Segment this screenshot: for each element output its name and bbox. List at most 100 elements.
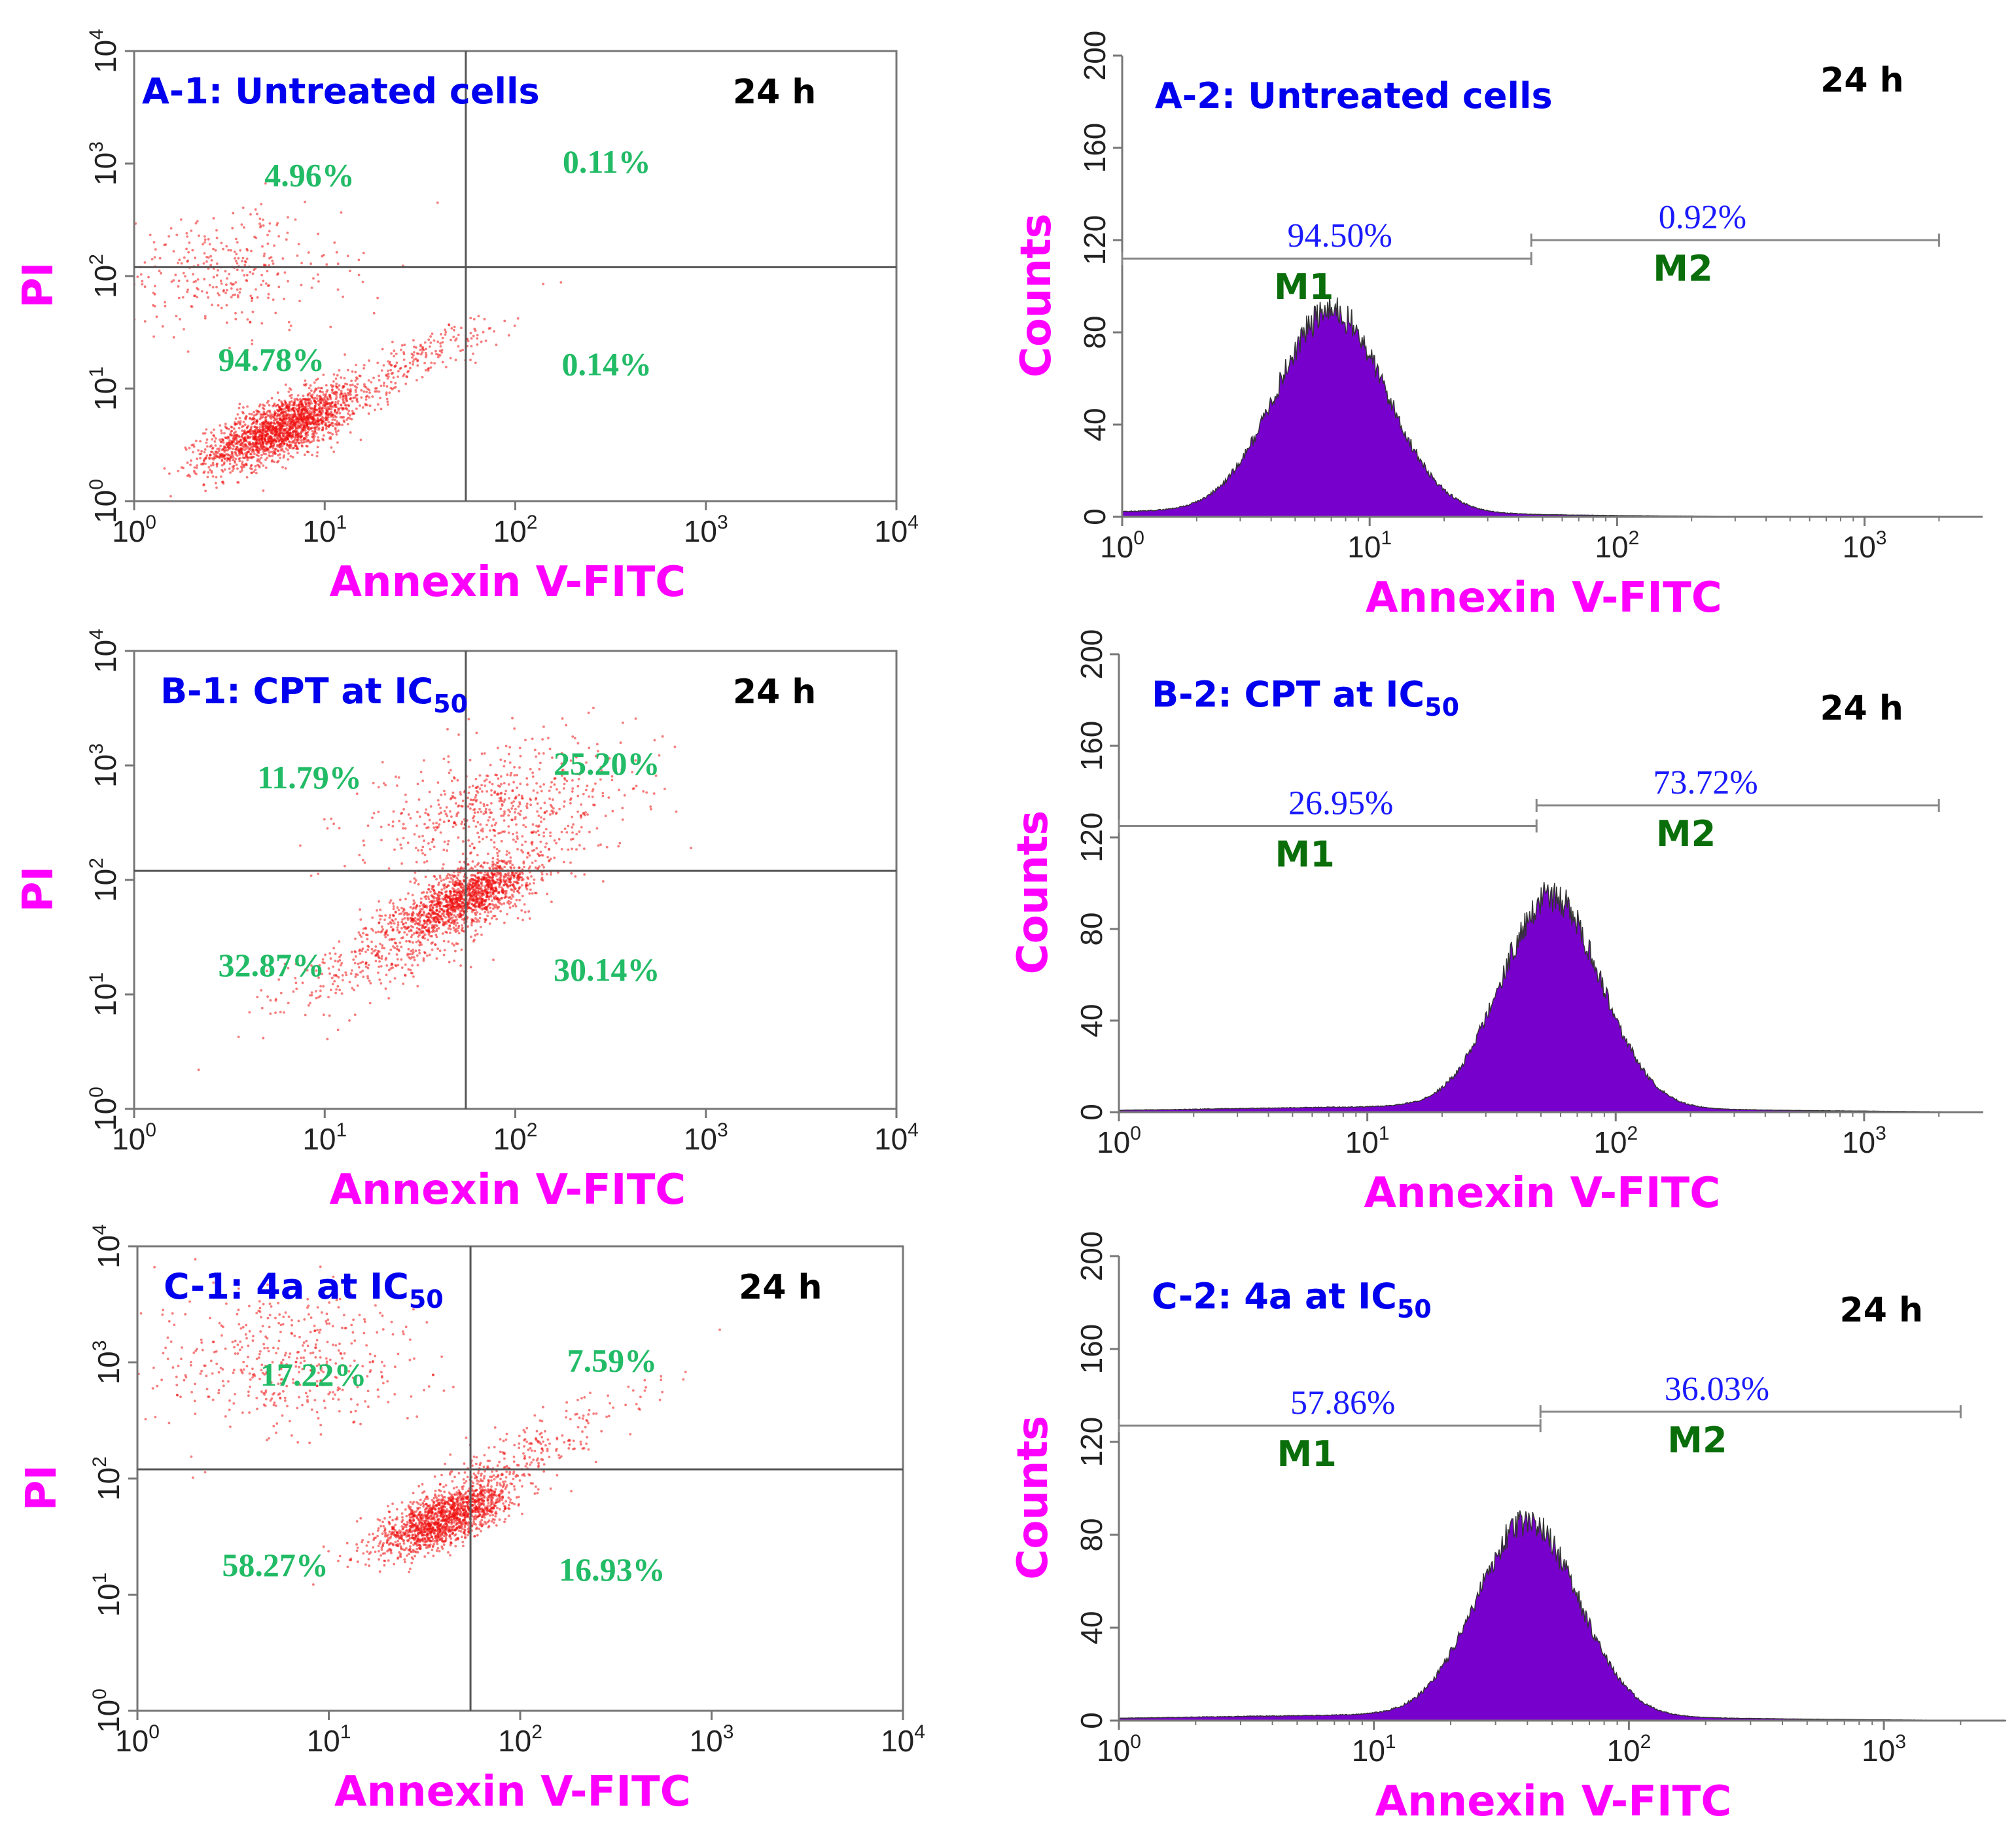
data-point <box>546 856 549 858</box>
data-point <box>224 423 227 425</box>
data-point <box>293 415 296 417</box>
data-point <box>410 817 412 820</box>
data-point <box>252 422 255 425</box>
data-point <box>183 272 185 275</box>
data-point <box>387 934 389 937</box>
data-point <box>418 835 421 838</box>
data-point <box>471 843 474 845</box>
data-point <box>394 964 397 966</box>
data-point <box>493 846 496 849</box>
data-point <box>337 960 340 963</box>
data-point <box>455 338 458 340</box>
data-point <box>336 433 338 436</box>
data-point <box>329 326 332 328</box>
data-point <box>253 449 255 452</box>
data-point <box>311 430 314 432</box>
data-point <box>372 377 375 379</box>
data-point <box>518 794 520 797</box>
data-point <box>492 818 495 821</box>
data-point <box>477 791 480 794</box>
data-point <box>392 920 395 922</box>
data-point <box>325 391 328 393</box>
data-point <box>433 340 436 342</box>
data-point <box>516 835 519 838</box>
data-point <box>317 873 319 875</box>
data-point <box>489 907 491 909</box>
data-point <box>367 824 370 827</box>
data-point <box>308 1004 310 1007</box>
data-point <box>512 905 514 907</box>
data-point <box>642 790 645 793</box>
data-point <box>360 936 363 938</box>
data-point <box>203 262 205 265</box>
data-point <box>495 890 498 892</box>
data-point <box>175 315 178 317</box>
data-point <box>575 849 578 851</box>
data-point <box>317 280 320 283</box>
data-point <box>534 892 537 894</box>
data-point <box>282 425 285 427</box>
data-point <box>505 883 508 886</box>
data-point <box>242 457 245 459</box>
data-point <box>302 394 305 397</box>
data-point <box>459 964 462 967</box>
data-point <box>338 827 341 830</box>
data-point <box>206 476 209 478</box>
data-point <box>303 437 306 440</box>
data-point <box>511 873 514 876</box>
data-point <box>234 312 237 315</box>
data-point <box>409 881 412 883</box>
data-point <box>489 327 491 330</box>
data-point <box>541 873 544 876</box>
data-point <box>330 423 332 426</box>
data-point <box>230 426 232 429</box>
data-point <box>272 262 275 265</box>
data-point <box>521 797 523 799</box>
data-point <box>221 454 224 457</box>
data-point <box>295 447 298 450</box>
data-point <box>335 391 338 393</box>
data-point <box>606 846 609 849</box>
data-point <box>262 224 265 227</box>
y-tick-label: 40 <box>1078 408 1112 441</box>
data-point <box>238 257 240 260</box>
data-point <box>490 911 493 913</box>
data-point <box>213 429 215 431</box>
data-point <box>461 820 463 823</box>
data-point <box>433 826 435 829</box>
data-point <box>494 915 497 917</box>
data-point <box>213 435 215 438</box>
data-point <box>349 388 352 391</box>
data-point <box>474 362 477 364</box>
data-point <box>397 958 399 960</box>
data-point <box>478 904 480 907</box>
data-point <box>228 467 231 470</box>
data-point <box>389 369 392 372</box>
data-point <box>412 912 415 915</box>
data-point <box>440 333 442 336</box>
data-point <box>368 964 370 966</box>
data-point <box>248 443 251 446</box>
data-point <box>469 759 472 762</box>
data-point <box>459 791 462 794</box>
data-point <box>447 843 450 846</box>
data-point <box>323 398 326 401</box>
data-point <box>316 451 319 454</box>
data-point <box>529 888 532 891</box>
data-point <box>410 925 413 928</box>
data-point <box>455 359 457 361</box>
data-point <box>448 885 450 887</box>
data-point <box>335 385 338 388</box>
data-point <box>259 446 262 448</box>
data-point <box>192 273 194 275</box>
data-point <box>601 792 604 795</box>
data-point <box>250 250 253 253</box>
data-point <box>330 406 333 408</box>
data-point <box>571 790 574 793</box>
data-point <box>428 898 431 900</box>
data-point <box>267 433 270 436</box>
data-point <box>393 387 395 389</box>
data-point <box>496 881 499 884</box>
data-point <box>328 1015 331 1017</box>
data-point <box>282 433 285 436</box>
